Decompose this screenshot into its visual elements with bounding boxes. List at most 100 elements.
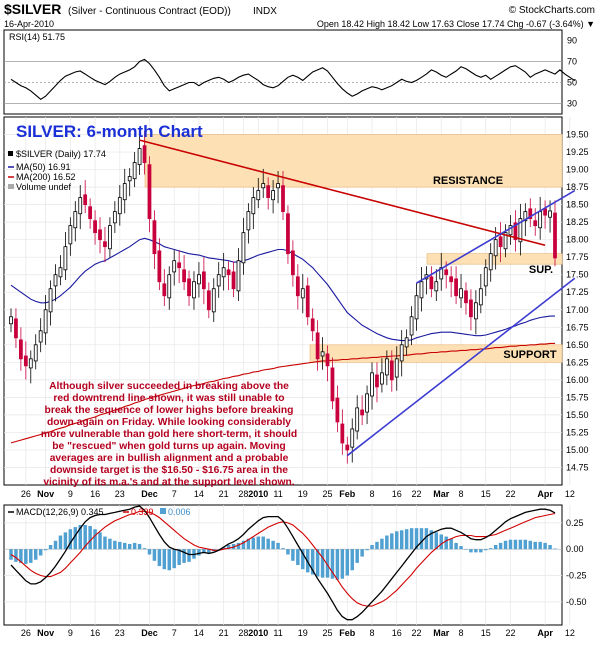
histogram-legend-swatch (160, 508, 166, 514)
candle-body (548, 210, 552, 218)
candle-body (182, 269, 186, 283)
candle-body (28, 358, 33, 369)
price-x-tick-label: 15 (481, 489, 491, 499)
histogram-bar (256, 536, 261, 550)
candle-body (295, 276, 300, 297)
histogram-bar (365, 549, 369, 551)
candle-body (53, 274, 58, 287)
candle-body (523, 211, 528, 222)
histogram-bar (147, 549, 152, 555)
histogram-bar (271, 540, 275, 550)
histogram-bar (38, 549, 43, 556)
candle-body (78, 197, 83, 215)
histogram-bar (424, 528, 429, 550)
candle-body (454, 278, 458, 297)
candle-body (271, 190, 275, 201)
candle-body (261, 183, 266, 189)
candle-body (206, 290, 211, 311)
candle-body (43, 309, 48, 334)
commentary-line: break the sequence of lower highs before… (45, 405, 294, 416)
histogram-bar (409, 528, 414, 550)
macd-grid (4, 505, 571, 625)
price-tick-label: 19.25 (566, 147, 589, 157)
histogram-bar (390, 533, 394, 550)
histogram-bar (320, 549, 325, 578)
histogram-bar (251, 537, 256, 550)
histogram-bar (419, 528, 424, 550)
macd-x-tick-label: 12 (565, 628, 575, 638)
histogram-bar (370, 545, 374, 550)
commentary: Although silver succeeded in breaking ab… (41, 381, 297, 488)
histogram-bar (315, 549, 320, 577)
sup-label: SUP. (529, 264, 553, 276)
rsi-tick-label: 50 (567, 78, 577, 88)
chart-title: SILVER: 6-month Chart (16, 122, 203, 141)
histogram-bar (508, 539, 513, 550)
price-x-tick-label: 12 (565, 489, 575, 499)
histogram-bar (103, 536, 107, 550)
candle-body (122, 183, 127, 201)
price-tick-label: 15.50 (566, 410, 589, 420)
candle-body (473, 302, 478, 320)
histogram-bar (197, 549, 201, 556)
price-tick-label: 15.00 (566, 445, 589, 455)
candle-body (187, 278, 191, 297)
candle-body (434, 281, 439, 292)
candle-body (286, 213, 290, 255)
resistance-zone (144, 134, 563, 188)
histogram-bar (226, 545, 231, 550)
candle-body (68, 225, 73, 245)
price-tick-label: 16.75 (566, 322, 589, 332)
candle-body (394, 358, 399, 378)
histogram-bar (439, 534, 443, 550)
trendlines (139, 139, 576, 457)
histogram-bar (33, 549, 38, 560)
histogram-bar (261, 536, 265, 550)
candle-body (291, 250, 295, 276)
histogram-bar (414, 528, 419, 550)
ma200-line (10, 342, 555, 444)
candle-body (142, 145, 147, 163)
candle-body (469, 299, 473, 318)
histogram-bar (454, 542, 458, 550)
candle-body (315, 332, 320, 360)
histogram-bar (162, 549, 167, 570)
price-candles (9, 131, 557, 464)
histogram-bar (167, 549, 171, 571)
price-panel: 14.75 15.00 15.25 15.50 15.75 16.00 16.25 16.50… (3, 116, 589, 499)
price-x-tick-label: Mar (433, 489, 450, 499)
resistance-label: RESISTANCE (433, 175, 503, 187)
macd-x-tick-label: Feb (339, 628, 356, 638)
histogram-bar (58, 535, 63, 550)
chart-date: 16-Apr-2010 (4, 19, 54, 29)
histogram-bar (488, 548, 493, 550)
macd-x-tick-label: 9 (68, 628, 73, 638)
price-tick-label: 17.75 (566, 252, 589, 262)
support-label: SUPPORT (503, 349, 556, 361)
macd-x-tick-label: 11 (273, 628, 282, 638)
macd-legend: MACD(12,26,9) 0.345 0.339 0.006 (8, 507, 191, 517)
histogram-bar (9, 549, 13, 560)
histogram-bar (137, 543, 142, 550)
price-legend-main: $SILVER (Daily) 17.74 (16, 149, 106, 159)
histogram-legend: 0.006 (168, 507, 191, 517)
histogram-bar (127, 543, 132, 550)
candle-body (201, 271, 206, 290)
candle-body (38, 330, 43, 343)
candle-body (439, 267, 444, 280)
price-x-tick-label: 19 (298, 489, 308, 499)
macd-tick-label: -0.50 (566, 597, 587, 607)
rsi-grid (4, 61, 562, 104)
candle-body (216, 274, 221, 287)
candle-body (256, 190, 261, 201)
histogram-bar (301, 549, 305, 570)
price-x-tick-label: 22 (505, 489, 515, 499)
macd-x-tick-label: 16 (90, 628, 100, 638)
histogram-bar (63, 532, 68, 550)
price-x-tick-label: 14 (194, 489, 204, 499)
candle-body (108, 225, 112, 250)
candle-body (266, 185, 271, 199)
candle-body (444, 269, 449, 276)
macd-x-tick-label: Apr (537, 628, 553, 638)
price-x-tick-label: Nov (37, 489, 54, 499)
